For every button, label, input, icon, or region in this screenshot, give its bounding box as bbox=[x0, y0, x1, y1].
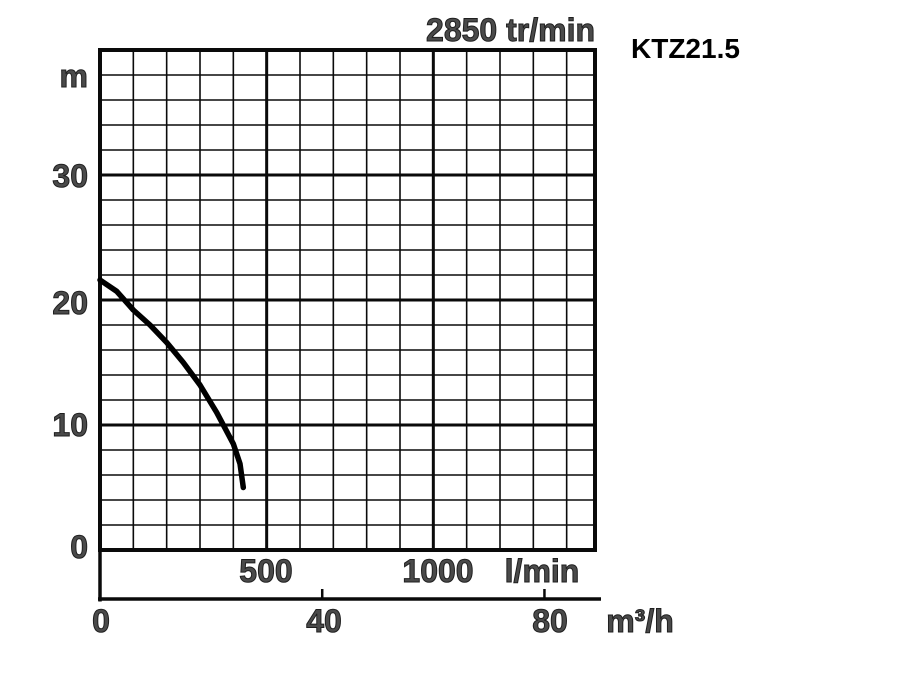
plot-border bbox=[98, 48, 597, 552]
x-tick-1000: 1000 bbox=[402, 553, 474, 589]
head-flow-curve bbox=[97, 277, 247, 491]
pump-model-label: KTZ21.5 bbox=[631, 33, 740, 64]
y-tick-10: 10 bbox=[52, 407, 89, 443]
y-tick-30: 30 bbox=[52, 158, 89, 194]
y-tick-0: 0 bbox=[70, 529, 89, 565]
y-axis-unit-label: m bbox=[59, 58, 88, 94]
rotation-speed-title: 2850 tr/min bbox=[426, 12, 596, 48]
y-tick-20: 20 bbox=[52, 285, 89, 321]
x2-tick-0: 0 bbox=[92, 603, 111, 639]
x2-axis-unit-label-m3h: m³/h bbox=[606, 603, 675, 639]
x2-tick-80: 80 bbox=[532, 603, 569, 639]
x-axis-unit-label-lmin: l/min bbox=[504, 553, 580, 589]
x2-tick-40: 40 bbox=[306, 603, 343, 639]
x-tick-500: 500 bbox=[239, 553, 293, 589]
